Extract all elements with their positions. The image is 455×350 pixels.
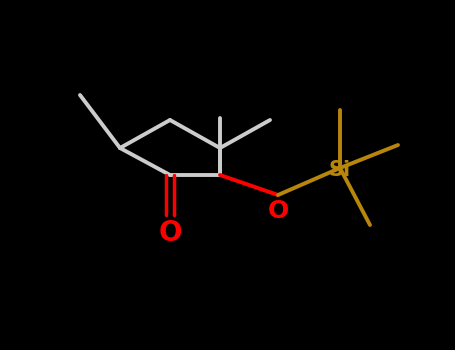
Text: O: O [268, 199, 288, 223]
Text: O: O [158, 219, 182, 247]
Text: Si: Si [329, 160, 351, 180]
